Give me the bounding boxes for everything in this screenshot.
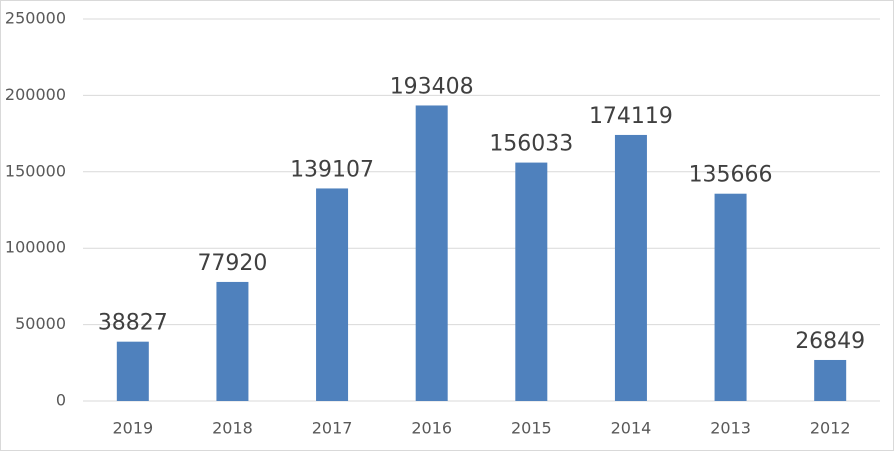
data-label: 77920 (197, 251, 267, 276)
x-tick-label: 2014 (611, 419, 652, 438)
y-tick-label: 100000 (5, 238, 66, 257)
x-tick-label: 2017 (312, 419, 353, 438)
y-tick-label: 0 (56, 391, 66, 410)
bar (515, 162, 548, 401)
x-tick-label: 2018 (212, 419, 253, 438)
bar (316, 188, 349, 401)
data-label: 193408 (390, 74, 474, 99)
y-tick-label: 50000 (15, 314, 66, 333)
bar (714, 193, 747, 401)
y-tick-label: 250000 (5, 9, 66, 28)
data-label: 26849 (795, 329, 865, 354)
x-tick-label: 2015 (511, 419, 552, 438)
x-tick-label: 2019 (112, 419, 153, 438)
y-tick-label: 200000 (5, 85, 66, 104)
x-tick-label: 2013 (710, 419, 751, 438)
bar (614, 134, 647, 401)
x-tick-label: 2016 (411, 419, 452, 438)
y-tick-label: 150000 (5, 161, 66, 180)
bar (415, 105, 448, 402)
x-tick-label: 2012 (810, 419, 851, 438)
bar (814, 359, 847, 401)
data-label: 174119 (589, 104, 673, 129)
data-label: 156033 (489, 132, 573, 157)
data-label: 139107 (290, 157, 374, 182)
data-label: 135666 (689, 163, 773, 188)
data-label: 38827 (98, 311, 168, 336)
bar (216, 281, 249, 401)
bar (116, 341, 149, 401)
